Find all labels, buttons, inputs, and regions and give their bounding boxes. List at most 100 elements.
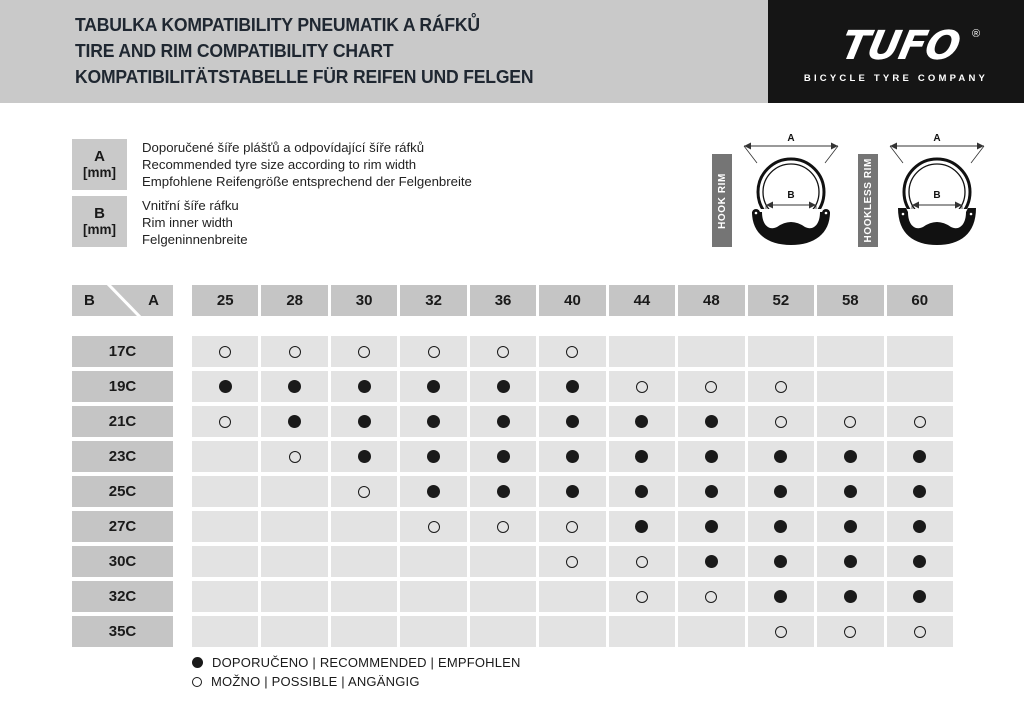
recommended-dot-icon xyxy=(843,485,857,498)
compat-cell xyxy=(330,336,398,367)
compat-cell xyxy=(539,581,606,612)
compat-cell xyxy=(678,336,745,367)
compat-cell xyxy=(886,476,953,507)
compat-cell xyxy=(469,546,537,577)
legend-box-b: B [mm] xyxy=(72,196,127,247)
compat-cell xyxy=(886,406,953,437)
compat-cell xyxy=(330,546,398,577)
hook-rim-label-bar: HOOK RIM xyxy=(712,154,732,247)
possible-dot-icon xyxy=(635,555,648,568)
recommended-dot-icon xyxy=(774,450,788,463)
hookless-rim-label-bar: HOOKLESS RIM xyxy=(858,154,878,247)
compat-cell xyxy=(400,616,467,647)
hook-dim-a-label: A xyxy=(787,133,794,144)
compat-cell xyxy=(886,441,953,472)
legend-text-a: Doporučené šíře plášťů a odpovídající ší… xyxy=(142,139,472,190)
logo-box: TUFO ® BICYCLE TYRE COMPANY xyxy=(768,0,1024,103)
recommended-dot-icon xyxy=(192,657,203,668)
compat-cell xyxy=(678,441,745,472)
recommended-dot-icon xyxy=(704,555,718,568)
recommended-dot-icon xyxy=(704,450,718,463)
possible-dot-icon xyxy=(427,345,440,358)
hookless-dim-b-label: B xyxy=(933,190,940,201)
legend-a-line-de: Empfohlene Reifengröße entsprechend der … xyxy=(142,174,472,189)
row-label-30C: 30C xyxy=(72,546,173,577)
registered-mark: ® xyxy=(972,28,980,40)
compat-cell xyxy=(886,511,953,542)
possible-key-label: MOŽNO | POSSIBLE | ANGÄNGIG xyxy=(211,674,420,689)
compat-cell xyxy=(678,476,745,507)
recommended-dot-icon xyxy=(565,415,579,428)
compat-cell xyxy=(330,441,398,472)
compat-cell xyxy=(747,406,815,437)
key-row-recommended: DOPORUČENO | RECOMMENDED | EMPFOHLEN xyxy=(192,653,521,672)
corner-diagonal xyxy=(106,285,142,316)
table-row-35C xyxy=(192,616,953,647)
recommended-dot-icon xyxy=(427,450,441,463)
table-row-19C xyxy=(192,371,953,402)
compat-cell xyxy=(608,336,676,367)
compat-cell xyxy=(817,476,884,507)
recommended-dot-icon xyxy=(496,380,510,393)
compat-cell xyxy=(469,406,537,437)
title-line-en: TIRE AND RIM COMPATIBILITY CHART xyxy=(75,40,394,61)
compat-cell xyxy=(400,441,467,472)
compat-cell xyxy=(192,441,259,472)
title-line-de: KOMPATIBILITÄTSTABELLE FÜR REIFEN UND FE… xyxy=(75,66,534,87)
compat-cell xyxy=(678,581,745,612)
compat-cell xyxy=(400,581,467,612)
legend-a-unit: [mm] xyxy=(83,165,116,180)
table-row-21C xyxy=(192,406,953,437)
compat-cell xyxy=(469,476,537,507)
compat-cell xyxy=(261,371,328,402)
compat-cell xyxy=(678,511,745,542)
column-header-36: 36 xyxy=(469,285,537,316)
compat-cell xyxy=(608,441,676,472)
column-header-48: 48 xyxy=(678,285,745,316)
recommended-dot-icon xyxy=(218,380,232,393)
possible-dot-icon xyxy=(219,345,232,358)
compat-cell xyxy=(192,371,259,402)
recommended-dot-icon xyxy=(704,520,718,533)
possible-dot-icon xyxy=(705,380,718,393)
legend-b-line-de: Felgeninnenbreite xyxy=(142,232,248,247)
compat-cell xyxy=(608,371,676,402)
compat-cell xyxy=(192,546,259,577)
compat-cell xyxy=(469,371,537,402)
compat-cell xyxy=(330,511,398,542)
row-label-23C: 23C xyxy=(72,441,173,472)
header-band: TABULKA KOMPATIBILITY PNEUMATIK A RÁFKŮ … xyxy=(0,0,1024,103)
compat-cell xyxy=(747,441,815,472)
recommended-dot-icon xyxy=(774,590,788,603)
compat-cell xyxy=(747,511,815,542)
compat-cell xyxy=(817,441,884,472)
brand-text: TUFO xyxy=(837,21,964,68)
legend-a-line-en: Recommended tyre size according to rim w… xyxy=(142,157,417,172)
row-label-column: 17C 19C 21C 23C 25C 27C 30C 32C 35C xyxy=(72,336,173,651)
corner-row-axis: B xyxy=(84,292,95,309)
possible-dot-icon xyxy=(358,485,371,498)
table-row-30C xyxy=(192,546,953,577)
hook-dim-b-label: B xyxy=(787,190,794,201)
compat-cell xyxy=(261,336,328,367)
compat-cell xyxy=(261,511,328,542)
compat-cell xyxy=(608,476,676,507)
title-line-cs: TABULKA KOMPATIBILITY PNEUMATIK A RÁFKŮ xyxy=(75,14,480,35)
compat-cell xyxy=(330,581,398,612)
compat-cell xyxy=(747,581,815,612)
compat-cell xyxy=(400,371,467,402)
compat-cell xyxy=(539,616,606,647)
table-body xyxy=(192,336,953,651)
compat-cell xyxy=(539,476,606,507)
column-header-25: 25 xyxy=(192,285,259,316)
recommended-dot-icon xyxy=(843,450,857,463)
column-header-40: 40 xyxy=(539,285,606,316)
compat-cell xyxy=(469,441,537,472)
table-row-25C xyxy=(192,476,953,507)
recommended-dot-icon xyxy=(635,415,649,428)
compat-cell xyxy=(400,511,467,542)
compat-cell xyxy=(539,441,606,472)
recommended-dot-icon xyxy=(496,450,510,463)
legend-b-line-en: Rim inner width xyxy=(142,215,233,230)
